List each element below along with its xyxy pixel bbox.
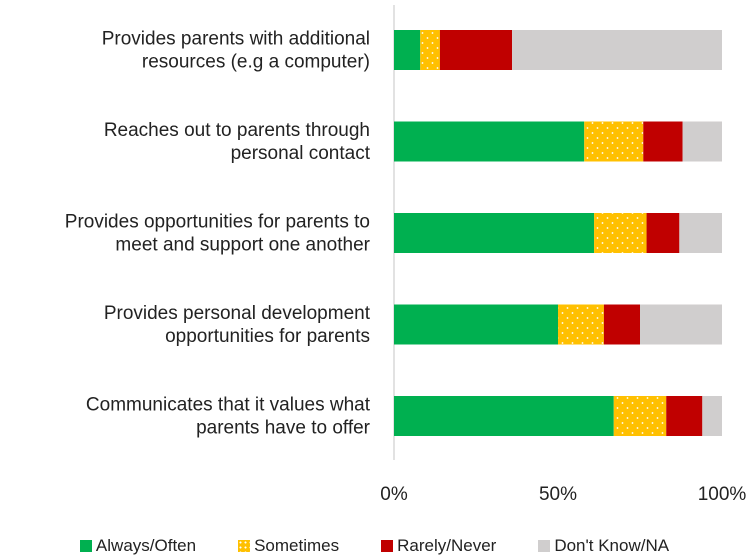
bar-segment-sometimes (584, 121, 644, 162)
bar-segment-sometimes (594, 213, 647, 253)
bar-segment-always-often (394, 121, 585, 162)
legend-swatch (381, 540, 394, 552)
bar-segment-always-often (394, 304, 558, 345)
category-label-line: personal contact (231, 143, 371, 164)
legend-item: Rarely/Never (381, 535, 496, 557)
bar-segment-rarely-never (666, 396, 703, 436)
category-label: Provides opportunities for parents to mee… (65, 212, 371, 256)
bars (394, 30, 722, 436)
bar-segment-rarely-never (603, 304, 640, 345)
legend-label: Sometimes (254, 536, 340, 555)
legend-swatch (238, 540, 251, 552)
category-label: Provides parents with additional resource… (102, 29, 370, 73)
bar-segment-rarely-never (439, 30, 513, 70)
legend-label: Don't Know/NA (554, 536, 670, 555)
bar-segment-sometimes (558, 304, 604, 345)
category-label-line: resources (e.g a computer) (142, 52, 370, 73)
category-label-line: parents have to offer (196, 418, 371, 439)
bar-segment-always-often (394, 213, 595, 253)
category-label-line: Communicates that it values what (86, 395, 371, 416)
stacked-bar-chart: Provides parents with additional resource… (65, 5, 746, 505)
legend-label: Rarely/Never (397, 536, 497, 555)
bar-segment-rarely-never (643, 121, 683, 162)
legend-item: Don't Know/NA (538, 535, 669, 557)
category-label-line: Provides opportunities for parents to (65, 212, 370, 233)
x-tick-label: 50% (539, 484, 577, 505)
legend-item: Sometimes (238, 535, 339, 557)
category-label: Reaches out to parents through personal c… (104, 120, 371, 164)
category-label-line: Provides parents with additional (102, 29, 370, 50)
x-tick-labels: 0% 50% 100% (380, 484, 746, 505)
category-label: Provides personal development opportuniti… (104, 303, 371, 347)
category-label-line: meet and support one another (115, 235, 370, 256)
bar-segment-don-t-know-na (640, 304, 722, 345)
category-label-line: opportunities for parents (165, 326, 370, 347)
bar-segment-don-t-know-na (512, 30, 722, 70)
legend-label: Always/Often (95, 536, 197, 555)
legend-swatch (538, 540, 551, 552)
bar-segment-don-t-know-na (682, 121, 722, 162)
legend-swatch (79, 540, 92, 552)
category-label-line: Reaches out to parents through (104, 120, 370, 141)
x-tick-label: 100% (698, 484, 747, 505)
bar-segment-sometimes (613, 396, 667, 436)
legend-item: Always/Often (79, 535, 197, 557)
bar-segment-rarely-never (646, 213, 680, 253)
category-label: Communicates that it values what parents … (86, 395, 371, 439)
bar-segment-always-often (394, 396, 614, 436)
bar-segment-don-t-know-na (702, 396, 722, 436)
bar-segment-sometimes (420, 30, 440, 70)
category-labels: Provides parents with additional resource… (65, 29, 371, 439)
bar-segment-don-t-know-na (679, 213, 722, 253)
category-label-line: Provides personal development (104, 303, 371, 324)
legend: Always/Often Sometimes Rarely/Never Don't K… (0, 535, 749, 557)
x-tick-label: 0% (380, 484, 408, 505)
bar-segment-always-often (394, 30, 421, 70)
